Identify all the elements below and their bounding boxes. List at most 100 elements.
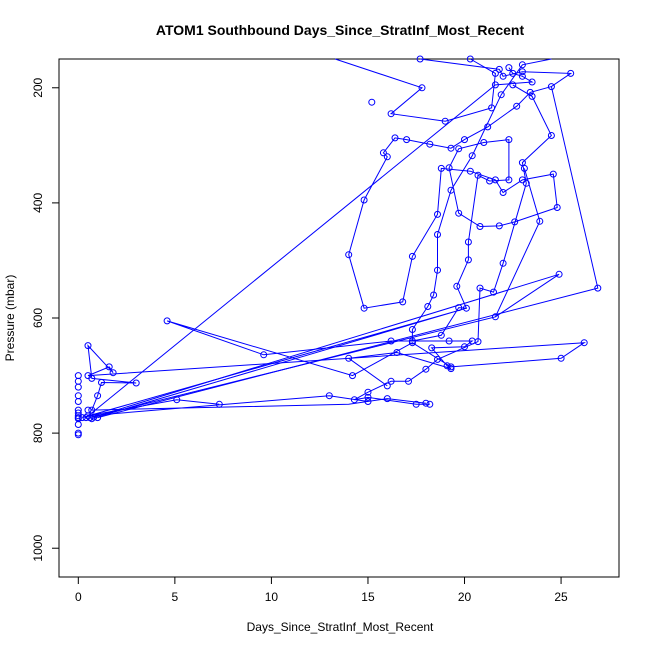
data-point — [74, 398, 82, 405]
data-point — [464, 256, 472, 264]
data-point — [466, 167, 474, 175]
data-point — [364, 393, 372, 401]
data-point — [441, 117, 449, 125]
data-point — [455, 145, 463, 153]
data-point — [325, 392, 333, 400]
data-point — [490, 288, 497, 296]
data-point — [505, 64, 513, 72]
y-axis-label: Pressure (mbar) — [3, 275, 17, 362]
data-point — [393, 349, 401, 356]
data-point — [74, 431, 82, 439]
data-point — [462, 304, 470, 312]
data-point — [88, 406, 96, 414]
data-point — [434, 266, 441, 274]
data-point — [474, 171, 482, 179]
data-point — [387, 110, 395, 118]
data-point — [163, 317, 171, 325]
data-point — [509, 81, 517, 89]
data-point — [132, 379, 140, 387]
data-point — [518, 72, 526, 80]
data-point — [455, 209, 463, 217]
data-point — [447, 363, 455, 371]
data-point — [345, 251, 353, 259]
data-point — [499, 72, 507, 80]
x-tick-label: 0 — [75, 590, 82, 604]
data-point — [468, 152, 476, 160]
data-point — [424, 303, 432, 310]
data-point — [495, 65, 503, 73]
data-point — [84, 342, 92, 350]
data-point — [528, 92, 536, 100]
series-line — [85, 67, 534, 418]
data-point — [495, 222, 503, 230]
x-tick-label: 20 — [458, 590, 472, 604]
data-point — [486, 177, 494, 185]
data-point — [536, 217, 544, 225]
data-point — [364, 398, 372, 405]
data-point — [491, 69, 499, 77]
data-point — [437, 164, 445, 172]
data-point — [387, 377, 395, 385]
data-point — [580, 339, 588, 347]
data-point — [94, 392, 102, 400]
data-point — [557, 354, 565, 362]
data-point — [497, 91, 505, 99]
x-tick-label: 15 — [361, 590, 375, 604]
series-line — [97, 86, 599, 419]
data-point — [567, 69, 575, 77]
data-point — [422, 399, 430, 407]
data-point — [399, 298, 407, 306]
data-point — [345, 354, 353, 362]
data-point — [416, 55, 424, 63]
data-point — [461, 136, 468, 144]
data-point — [445, 337, 453, 345]
data-point — [476, 223, 484, 230]
data-point — [476, 284, 484, 292]
x-tick-label: 10 — [265, 590, 279, 604]
data-point — [88, 415, 96, 423]
y-tick-label: 800 — [31, 423, 45, 443]
data-point — [434, 231, 441, 238]
data-point — [513, 102, 521, 110]
series-line — [93, 273, 560, 418]
series-line — [348, 58, 573, 342]
data-point — [360, 196, 368, 204]
data-point — [74, 372, 82, 380]
series-layer — [74, 55, 602, 439]
series-line — [87, 320, 587, 411]
data-point — [173, 396, 181, 404]
data-point — [518, 176, 526, 184]
data-point — [555, 270, 563, 278]
series-line — [89, 168, 541, 419]
data-point — [480, 139, 488, 146]
data-point — [74, 392, 82, 400]
data-point — [408, 339, 416, 347]
data-point — [468, 337, 476, 345]
data-point — [74, 383, 82, 391]
data-point — [437, 331, 445, 339]
data-point — [518, 61, 526, 69]
data-point — [522, 179, 530, 187]
data-point — [364, 388, 372, 396]
data-point — [518, 68, 526, 76]
data-point — [260, 351, 268, 359]
data-point — [430, 291, 438, 299]
data-point — [526, 88, 534, 96]
x-axis-label: Days_Since_StratInf_Most_Recent — [247, 620, 434, 634]
data-point — [74, 377, 82, 385]
data-point — [434, 210, 441, 218]
data-point — [368, 98, 376, 106]
data-point — [434, 355, 441, 363]
data-point — [443, 362, 451, 370]
data-point — [505, 176, 513, 184]
data-point — [455, 304, 463, 312]
data-point — [403, 136, 411, 144]
data-point — [594, 284, 602, 292]
data-point — [464, 238, 472, 246]
data-point — [78, 414, 86, 422]
data-point — [461, 343, 468, 351]
series-line — [82, 307, 467, 420]
data-point — [466, 55, 474, 63]
data-point — [387, 337, 395, 345]
